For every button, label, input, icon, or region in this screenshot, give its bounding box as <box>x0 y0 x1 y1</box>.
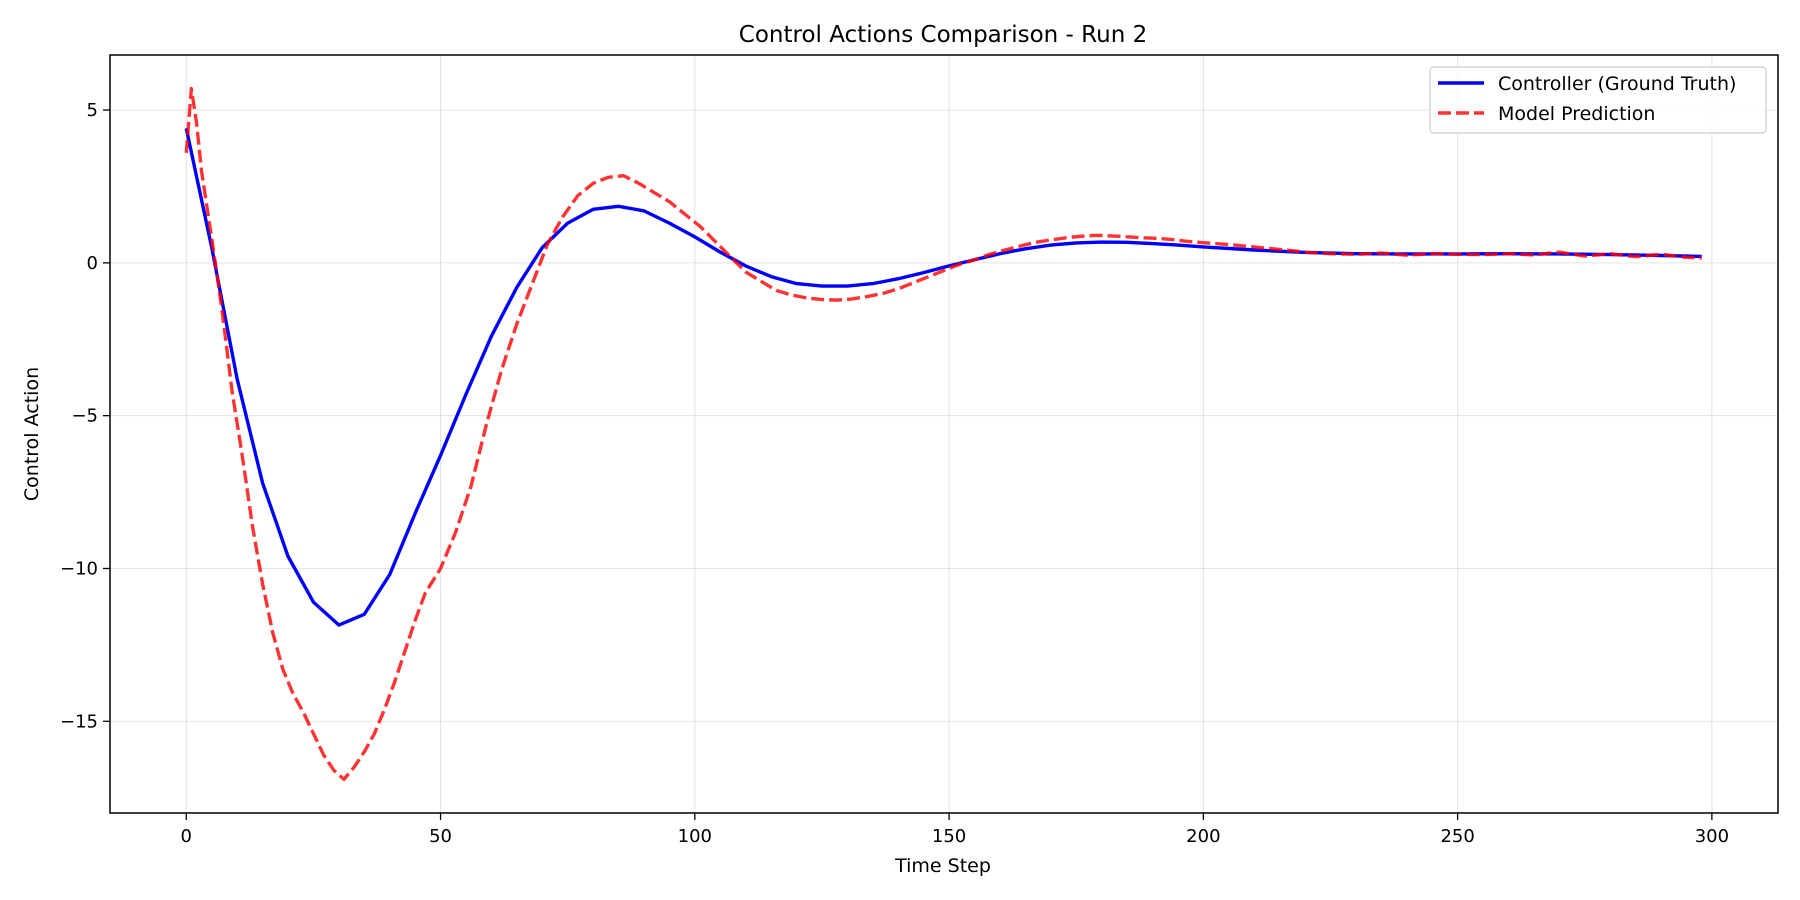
legend: Controller (Ground Truth) Model Predicti… <box>1429 66 1767 134</box>
x-tick-label: 250 <box>1440 826 1474 847</box>
y-tick-label: 5 <box>87 100 98 121</box>
x-axis-ticks: 0 50 100 150 200 250 300 <box>181 813 1729 847</box>
legend-ground-truth-label: Controller (Ground Truth) <box>1498 73 1736 95</box>
y-tick-label: −5 <box>71 406 98 427</box>
y-tick-label: −10 <box>60 558 98 579</box>
y-axis-label: Control Action <box>21 367 43 501</box>
x-tick-label: 300 <box>1695 826 1729 847</box>
plot-frame <box>109 54 1779 814</box>
y-axis-ticks: 5 0 −5 −10 −15 <box>60 100 110 732</box>
y-tick-label: −15 <box>60 711 98 732</box>
series-model-prediction-line <box>184 86 1702 782</box>
x-tick-label: 200 <box>1186 826 1220 847</box>
x-tick-label: 150 <box>932 826 966 847</box>
x-tick-label: 0 <box>181 826 192 847</box>
legend-model-prediction-label: Model Prediction <box>1498 103 1655 125</box>
x-axis-label: Time Step <box>894 855 991 877</box>
x-tick-label: 50 <box>429 826 452 847</box>
series-layer <box>184 86 1702 782</box>
chart-title: Control Actions Comparison - Run 2 <box>739 22 1147 48</box>
y-tick-label: 0 <box>87 253 98 274</box>
x-tick-label: 100 <box>678 826 712 847</box>
grid <box>110 55 1778 813</box>
legend-box <box>1429 66 1767 134</box>
